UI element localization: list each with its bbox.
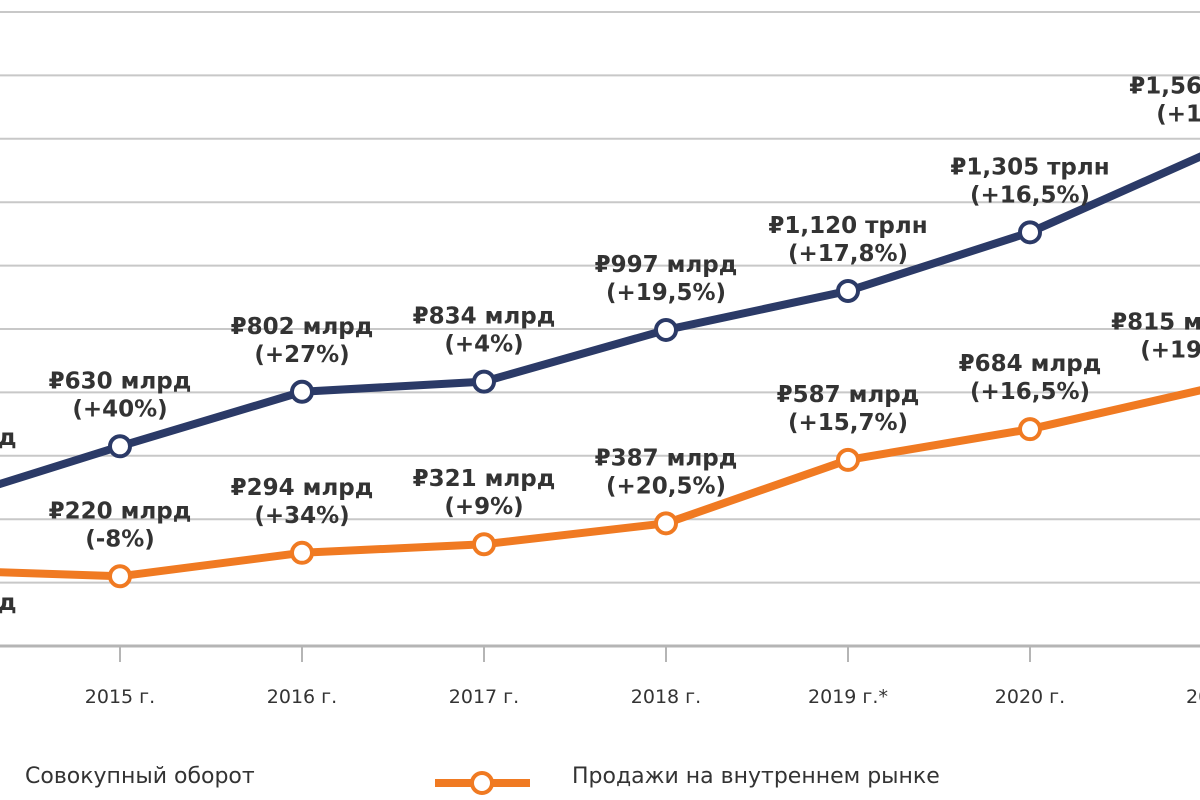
data-label: ₽294 млрд: [231, 475, 374, 501]
data-point: [290, 379, 314, 404]
data-point: [836, 447, 860, 472]
data-label: (+1: [1156, 101, 1200, 127]
legend-marker-domestic-sales: [435, 771, 530, 795]
data-point: [654, 511, 678, 536]
data-point: [1018, 220, 1042, 245]
legend-label-total-turnover: Совокупный оборот: [25, 764, 255, 789]
data-point: [1018, 417, 1042, 442]
data-label: д: [0, 590, 17, 616]
data-point: [654, 317, 678, 342]
x-tick-label: 2015 г.: [85, 686, 155, 708]
legend-item-total-turnover: Совокупный оборот: [25, 764, 255, 789]
x-tick-label: 2018 г.: [631, 686, 701, 708]
data-label: ₽630 млрд: [49, 368, 192, 394]
x-tick-label: 2017 г.: [449, 686, 519, 708]
data-point: [108, 564, 132, 589]
data-point: [836, 278, 860, 303]
data-label: ₽815 м: [1111, 310, 1200, 336]
data-label: (+16,5%): [970, 379, 1090, 405]
data-point: [290, 540, 314, 565]
data-label: д: [0, 425, 17, 451]
data-label: (+34%): [254, 503, 349, 529]
data-label: ₽834 млрд: [413, 304, 556, 330]
data-label: ₽684 млрд: [959, 351, 1102, 377]
data-label: (-8%): [85, 526, 155, 552]
data-point: [472, 369, 496, 394]
x-tick-label: 20: [1186, 686, 1200, 708]
data-label: (+17,8%): [788, 241, 908, 267]
series-line-2: [0, 386, 1200, 581]
data-label: ₽1,120 трлн: [768, 213, 927, 239]
data-label: (+27%): [254, 342, 349, 368]
data-label: (+19: [1140, 338, 1200, 364]
data-label: ₽802 млрд: [231, 314, 374, 340]
data-label: ₽387 млрд: [595, 445, 738, 471]
data-label: (+20,5%): [606, 473, 726, 499]
series-line-1: [0, 152, 1200, 489]
x-tick-label: 2020 г.: [995, 686, 1065, 708]
data-label: (+15,7%): [788, 410, 908, 436]
x-tick-label: 2019 г.*: [808, 686, 888, 708]
x-tick-label: 2016 г.: [267, 686, 337, 708]
data-label: (+16,5%): [970, 182, 1090, 208]
data-label: (+9%): [444, 494, 523, 520]
data-point: [108, 434, 132, 459]
data-label: (+40%): [72, 396, 167, 422]
data-label: ₽321 млрд: [413, 466, 556, 492]
data-label: ₽1,56: [1129, 73, 1200, 99]
data-label: (+4%): [444, 332, 523, 358]
data-label: ₽220 млрд: [49, 498, 192, 524]
data-label: ₽587 млрд: [777, 382, 920, 408]
legend-label-domestic-sales: Продажи на внутреннем рынке: [572, 764, 940, 789]
data-label: ₽1,305 трлн: [950, 154, 1109, 180]
data-point: [472, 532, 496, 557]
data-label: (+19,5%): [606, 280, 726, 306]
data-label: ₽997 млрд: [595, 252, 738, 278]
legend-item-domestic-sales: Продажи на внутреннем рынке: [572, 764, 940, 789]
